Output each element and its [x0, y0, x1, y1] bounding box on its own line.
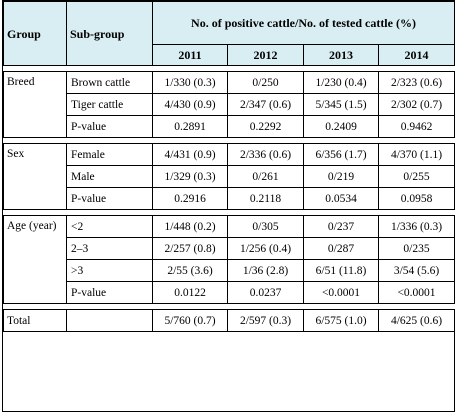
table-cell: 0.2891	[152, 115, 228, 138]
table-cell: 0/235	[378, 237, 455, 260]
table-cell: 0.2409	[303, 115, 379, 138]
table-cell: 3/54 (5.6)	[378, 259, 455, 282]
table-cell: 4/431 (0.9)	[152, 143, 228, 166]
subgroup-label: P-value	[66, 281, 153, 304]
table-cell: 6/356 (1.7)	[303, 143, 379, 166]
table-cell: 0/287	[303, 237, 379, 260]
table-row: >3 2/55 (3.6) 1/36 (2.8) 6/51 (11.8) 3/5…	[4, 259, 455, 282]
table-cell: 1/448 (0.2)	[152, 215, 228, 238]
table-cell: 5/345 (1.5)	[303, 93, 379, 116]
total-subgroup-empty	[66, 309, 153, 332]
header-subgroup: Sub-group	[66, 1, 153, 66]
table-cell: 2/302 (0.7)	[378, 93, 455, 116]
table-cell: 0.2118	[227, 187, 304, 210]
table-row: Breed Brown cattle 1/330 (0.3) 0/250 1/2…	[3, 71, 455, 138]
subgroup-label: Male	[66, 165, 153, 188]
subgroup-label: P-value	[66, 115, 153, 138]
table-cell: 2/55 (3.6)	[152, 259, 228, 282]
table-cell: 0.0958	[378, 187, 455, 210]
table-cell: 0.9462	[378, 115, 455, 138]
table-row: P-value 0.2916 0.2118 0.0534 0.0958	[4, 187, 455, 210]
subgroup-label: P-value	[66, 187, 153, 210]
table-cell: 0/261	[227, 165, 304, 188]
subgroup-label: <2	[66, 215, 153, 238]
table-cell: 1/230 (0.4)	[303, 71, 379, 94]
subgroup-label: Brown cattle	[66, 71, 153, 94]
header-year-2013: 2013	[303, 44, 379, 66]
table-row: P-value 0.0122 0.0237 <0.0001 <0.0001	[4, 281, 455, 304]
cattle-positivity-table: Group Sub-group No. of positive cattle/N…	[3, 1, 455, 332]
table-cell: 2/597 (0.3)	[227, 309, 304, 332]
table-cell: 4/370 (1.1)	[378, 143, 455, 166]
table-cell: <0.0001	[378, 281, 455, 304]
table-cell: 5/760 (0.7)	[152, 309, 228, 332]
subgroup-label: 2–3	[66, 237, 153, 260]
table-row: Age (year) <2 1/448 (0.2) 0/305 0/237 1/…	[3, 215, 455, 304]
table-row: Male 1/329 (0.3) 0/261 0/219 0/255	[4, 165, 455, 188]
table-cell: 0.0534	[303, 187, 379, 210]
table-row: Sex Female 4/431 (0.9) 2/336 (0.6) 6/356…	[3, 143, 455, 210]
table-cell: 1/330 (0.3)	[152, 71, 228, 94]
table-cell: 1/336 (0.3)	[378, 215, 455, 238]
table-cell: 0/305	[227, 215, 304, 238]
table-row-total: Total 5/760 (0.7) 2/597 (0.3) 6/575 (1.0…	[3, 309, 455, 332]
table-cell: 4/430 (0.9)	[152, 93, 228, 116]
table-cell: 0.0237	[227, 281, 304, 304]
table-cell: 2/257 (0.8)	[152, 237, 228, 260]
table-cell: 0.2292	[227, 115, 304, 138]
group-label-breed: Breed	[3, 71, 67, 138]
table-cell: 4/625 (0.6)	[378, 309, 455, 332]
table-cell: 0.0122	[152, 281, 228, 304]
group-label-age: Age (year)	[3, 215, 67, 304]
header-year-2014: 2014	[378, 44, 455, 66]
header-row-main: Group Sub-group No. of positive cattle/N…	[3, 1, 455, 66]
subgroup-label: Tiger cattle	[66, 93, 153, 116]
subgroup-label: Female	[66, 143, 153, 166]
table-cell: 1/36 (2.8)	[227, 259, 304, 282]
table-cell: 1/256 (0.4)	[227, 237, 304, 260]
table-cell: 6/51 (11.8)	[303, 259, 379, 282]
header-group: Group	[3, 1, 67, 66]
table-cell: 0/255	[378, 165, 455, 188]
total-label: Total	[3, 309, 67, 332]
header-year-2012: 2012	[227, 44, 304, 66]
header-positive-title: No. of positive cattle/No. of tested cat…	[152, 1, 455, 45]
table-cell: 0/237	[303, 215, 379, 238]
table-cell: 2/347 (0.6)	[227, 93, 304, 116]
header-year-2011: 2011	[152, 44, 228, 66]
table-row: Tiger cattle 4/430 (0.9) 2/347 (0.6) 5/3…	[4, 93, 455, 116]
data-table-container: Group Sub-group No. of positive cattle/N…	[2, 0, 455, 412]
header-row-years: 2011 2012 2013 2014	[4, 44, 455, 66]
table-cell: 1/329 (0.3)	[152, 165, 228, 188]
table-cell: 0/219	[303, 165, 379, 188]
table-cell: 6/575 (1.0)	[303, 309, 379, 332]
table-row: 2–3 2/257 (0.8) 1/256 (0.4) 0/287 0/235	[4, 237, 455, 260]
group-label-sex: Sex	[3, 143, 67, 210]
table-row: P-value 0.2891 0.2292 0.2409 0.9462	[4, 115, 455, 138]
table-cell: 2/323 (0.6)	[378, 71, 455, 94]
table-cell: 0.2916	[152, 187, 228, 210]
table-cell: 2/336 (0.6)	[227, 143, 304, 166]
table-cell: <0.0001	[303, 281, 379, 304]
table-cell: 0/250	[227, 71, 304, 94]
subgroup-label: >3	[66, 259, 153, 282]
